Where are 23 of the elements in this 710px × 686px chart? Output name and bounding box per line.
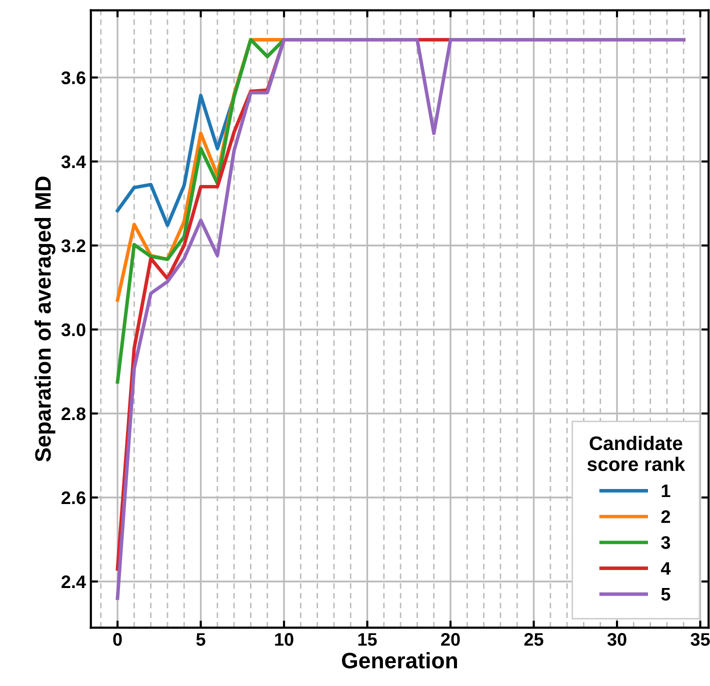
- y-tick-label: 2.4: [62, 575, 86, 588]
- legend-label: 2: [661, 510, 670, 523]
- legend-title: Candidate score rank: [587, 436, 686, 472]
- x-tick-label: 25: [524, 633, 544, 646]
- x-axis-title: Generation: [342, 652, 458, 668]
- y-tick-label: 3.6: [61, 71, 86, 84]
- legend-label: 1: [662, 484, 670, 498]
- x-tick-label: 10: [275, 633, 294, 646]
- legend-label: 4: [660, 562, 671, 575]
- legend-label: 3: [661, 536, 670, 549]
- y-tick-label: 3.4: [61, 155, 86, 168]
- x-tick-label: 30: [607, 633, 626, 646]
- y-tick-label: 3.0: [61, 323, 86, 336]
- x-tick-label: 15: [358, 633, 377, 646]
- y-tick-label: 2.8: [62, 407, 86, 420]
- x-tick-label: 20: [441, 633, 460, 646]
- x-tick-label: 35: [690, 633, 710, 646]
- y-tick-label: 3.2: [61, 239, 86, 252]
- legend-label: 5: [661, 588, 670, 601]
- y-axis-title: Separation of averaged MD: [34, 176, 56, 462]
- y-tick-label: 2.6: [62, 491, 86, 504]
- x-tick-label: 5: [196, 633, 206, 646]
- x-tick-label: 0: [113, 633, 122, 646]
